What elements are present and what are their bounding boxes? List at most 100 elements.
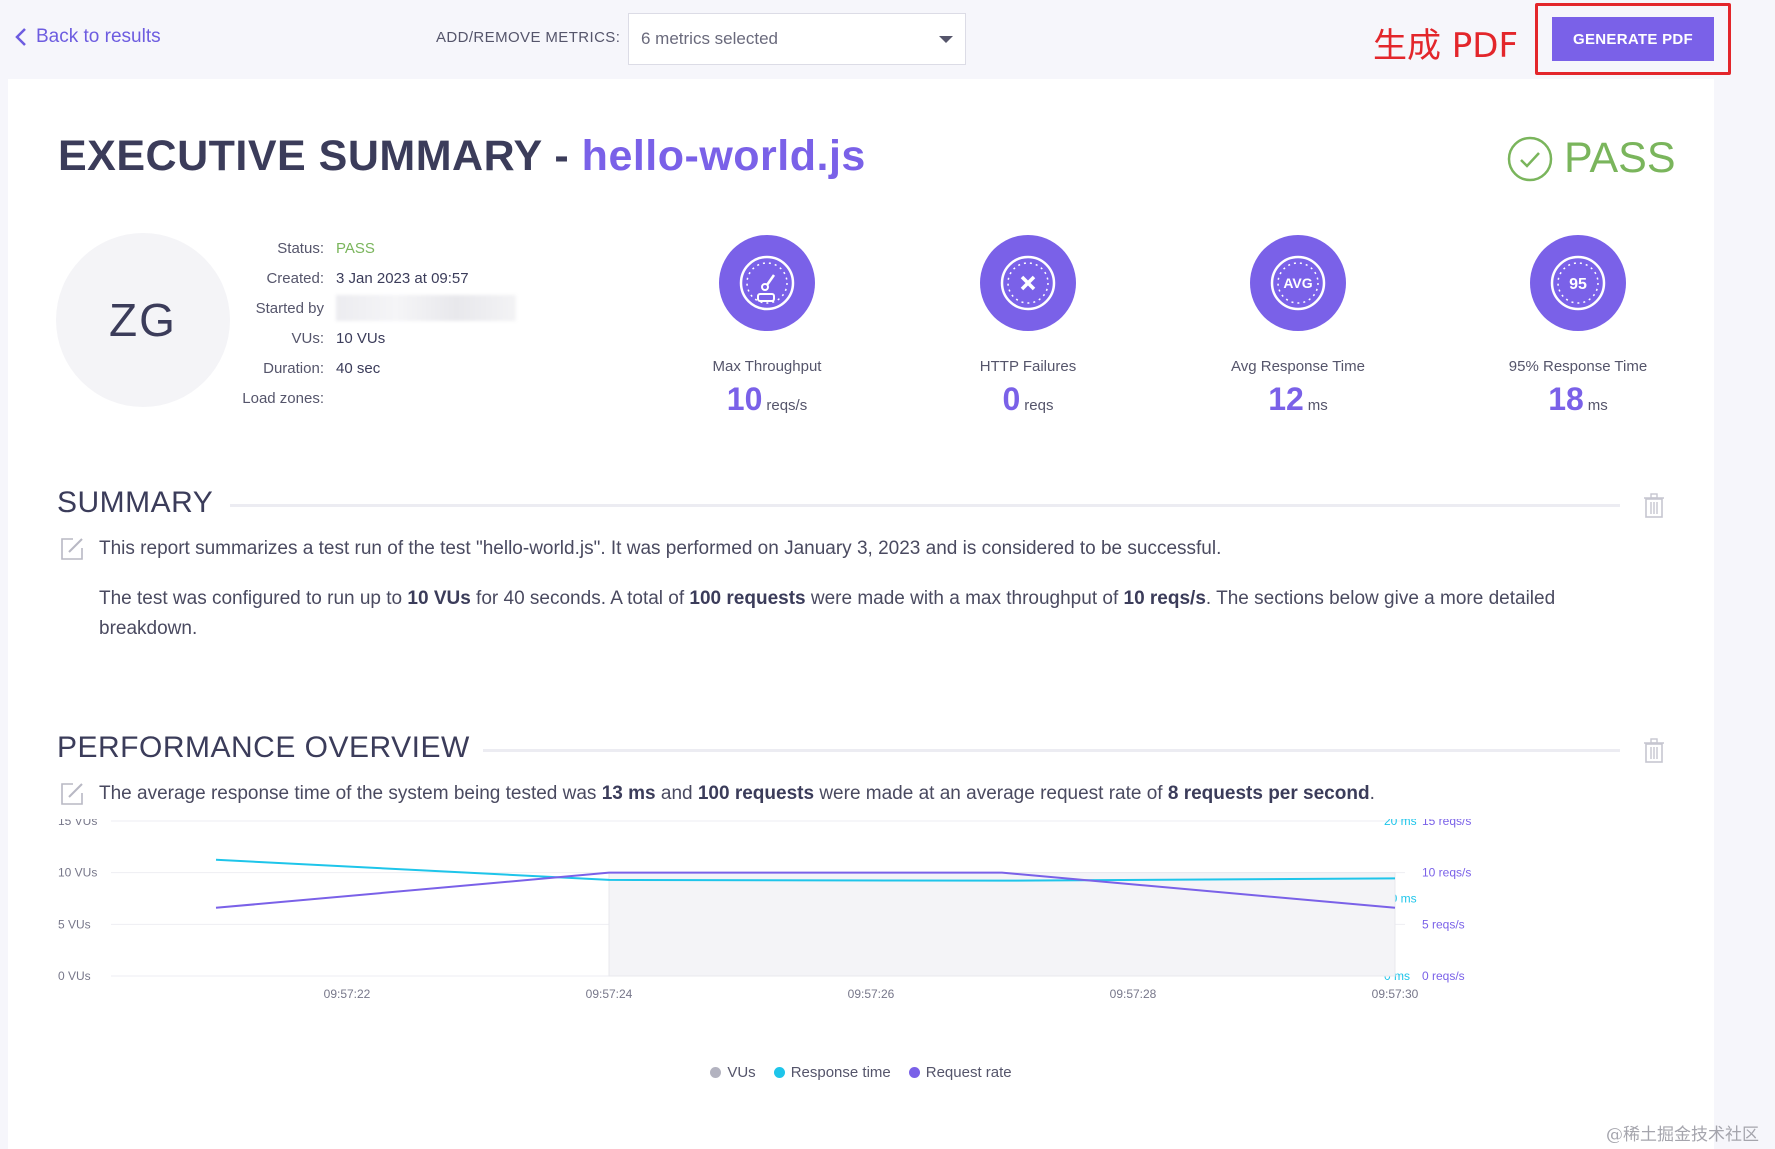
meta-key: Duration:	[263, 359, 324, 377]
highlight: 13 ms	[601, 783, 656, 804]
metrics-label: ADD/REMOVE METRICS:	[436, 29, 621, 46]
kpi-unit: ms	[1587, 397, 1608, 414]
status-badge: PASS	[1506, 134, 1676, 183]
meta-value: 3 Jan 2023 at 09:57	[336, 269, 469, 287]
meta-row-duration: Duration: 40 sec	[208, 353, 548, 383]
summary-paragraph-1: This report summarizes a test run of the…	[99, 538, 1222, 559]
watermark: @稀土掘金技术社区	[1606, 1125, 1759, 1145]
p95-badge-text: 95	[1569, 276, 1587, 293]
text: were made with a max throughput of	[805, 588, 1124, 609]
kpi-max-throughput: Max Throughput 10 reqs/s	[647, 235, 887, 418]
text: and	[655, 783, 698, 804]
meta-value: 40 sec	[336, 359, 381, 377]
x-circle-icon	[980, 235, 1076, 331]
text: .	[1369, 783, 1375, 804]
y-tick-label-vus: 0 VUs	[58, 969, 91, 983]
meta-key: VUs:	[291, 329, 324, 347]
meta-value: 10 VUs	[336, 329, 386, 347]
kpi-value: 18 ms	[1458, 381, 1698, 418]
highlight: 10 reqs/s	[1123, 588, 1206, 609]
annotation-highlight-box	[1535, 3, 1731, 75]
metrics-select[interactable]: 6 metrics selected	[628, 13, 966, 65]
back-label: Back to results	[36, 26, 161, 47]
y-tick-label-rate: 15 reqs/s	[1422, 819, 1471, 828]
page-gutter	[1714, 79, 1775, 1149]
text: were made at an average request rate of	[814, 783, 1168, 804]
meta-key: Created:	[266, 269, 324, 287]
status-text: PASS	[1564, 134, 1676, 182]
test-meta: Status: PASS Created: 3 Jan 2023 at 09:5…	[208, 233, 548, 413]
text: breakdown.	[99, 618, 198, 639]
legend-item[interactable]: Response time	[773, 1064, 891, 1081]
x-tick-label: 09:57:22	[324, 987, 371, 1001]
legend-label: Request rate	[925, 1064, 1012, 1081]
kpi-http-failures: HTTP Failures 0 reqs	[908, 235, 1148, 418]
percentile-icon: 95	[1530, 235, 1626, 331]
page-title: EXECUTIVE SUMMARY - hello-world.js	[58, 132, 866, 181]
y-tick-label-rate: 10 reqs/s	[1422, 866, 1471, 880]
kpi-number: 0	[1002, 381, 1021, 417]
legend-label: Response time	[790, 1064, 891, 1081]
y-tick-label-vus: 10 VUs	[58, 866, 97, 880]
check-circle-icon	[1507, 136, 1553, 181]
meta-key: Started by	[255, 299, 324, 317]
annotation-label: 生成 PDF	[1373, 26, 1519, 66]
summary-paragraph-2: The test was configured to run up to 10 …	[99, 584, 1649, 644]
kpi-value: 0 reqs	[908, 381, 1148, 418]
meta-row-vus: VUs: 10 VUs	[208, 323, 548, 353]
kpi-unit: ms	[1307, 397, 1328, 414]
title-prefix: EXECUTIVE SUMMARY -	[58, 132, 582, 180]
kpi-avg-response-time: AVG Avg Response Time 12 ms	[1178, 235, 1418, 418]
avg-badge-text: AVG	[1283, 275, 1312, 291]
legend-dot	[773, 1067, 785, 1078]
x-tick-label: 09:57:24	[586, 987, 633, 1001]
meta-row-status: Status: PASS	[208, 233, 548, 263]
edit-icon[interactable]	[59, 536, 85, 562]
meta-key: Load zones:	[242, 389, 324, 407]
generate-pdf-button[interactable]: GENERATE PDF	[1552, 17, 1714, 61]
trash-icon[interactable]	[1643, 738, 1665, 764]
kpi-95-response-time: 95 95% Response Time 18 ms	[1458, 235, 1698, 418]
text: . The sections below give a more detaile…	[1205, 588, 1556, 609]
kpi-label: Max Throughput	[712, 358, 822, 375]
meta-row-load-zones: Load zones:	[208, 383, 548, 413]
section-divider	[483, 749, 1620, 752]
legend-dot	[710, 1067, 722, 1078]
legend-dot	[908, 1067, 920, 1078]
kpi-label: Avg Response Time	[1231, 358, 1365, 375]
meta-value: PASS	[336, 239, 375, 257]
back-to-results-link[interactable]: Back to results	[14, 26, 161, 48]
trash-icon[interactable]	[1643, 493, 1665, 519]
script-name: hello-world.js	[581, 132, 866, 180]
y-tick-label-vus: 15 VUs	[58, 819, 97, 828]
redacted-user	[336, 295, 516, 321]
report-card: EXECUTIVE SUMMARY - hello-world.js PASS …	[8, 79, 1714, 1149]
highlight: 100 requests	[689, 588, 806, 609]
highlight: 100 requests	[697, 783, 815, 804]
kpi-number: 18	[1548, 381, 1584, 417]
avatar: ZG	[56, 233, 230, 407]
kpi-label: HTTP Failures	[979, 358, 1077, 375]
text: The average response time of the system …	[99, 783, 602, 804]
legend-label: VUs	[727, 1064, 756, 1081]
kpi-unit: reqs/s	[766, 397, 808, 414]
text: for 40 seconds. A total of	[470, 588, 690, 609]
performance-paragraph: The average response time of the system …	[99, 779, 1375, 809]
meta-row-created: Created: 3 Jan 2023 at 09:57	[208, 263, 548, 293]
y-tick-label-rate: 0 reqs/s	[1422, 969, 1465, 983]
x-tick-label: 09:57:30	[1372, 987, 1419, 1001]
metrics-select-value: 6 metrics selected	[641, 29, 778, 48]
kpi-number: 12	[1268, 381, 1304, 417]
chevron-left-icon	[15, 28, 26, 46]
meta-key: Status:	[277, 239, 324, 257]
top-bar: Back to results ADD/REMOVE METRICS: 6 me…	[0, 0, 1775, 78]
legend-item[interactable]: VUs	[710, 1064, 756, 1081]
legend-item[interactable]: Request rate	[908, 1064, 1012, 1081]
edit-icon[interactable]	[59, 781, 85, 807]
x-tick-label: 09:57:26	[848, 987, 895, 1001]
series-line-response-time	[215, 858, 1396, 882]
kpi-label: 95% Response Time	[1508, 358, 1648, 375]
y-tick-label-vus: 5 VUs	[58, 917, 91, 931]
kpi-number: 10	[726, 381, 763, 417]
